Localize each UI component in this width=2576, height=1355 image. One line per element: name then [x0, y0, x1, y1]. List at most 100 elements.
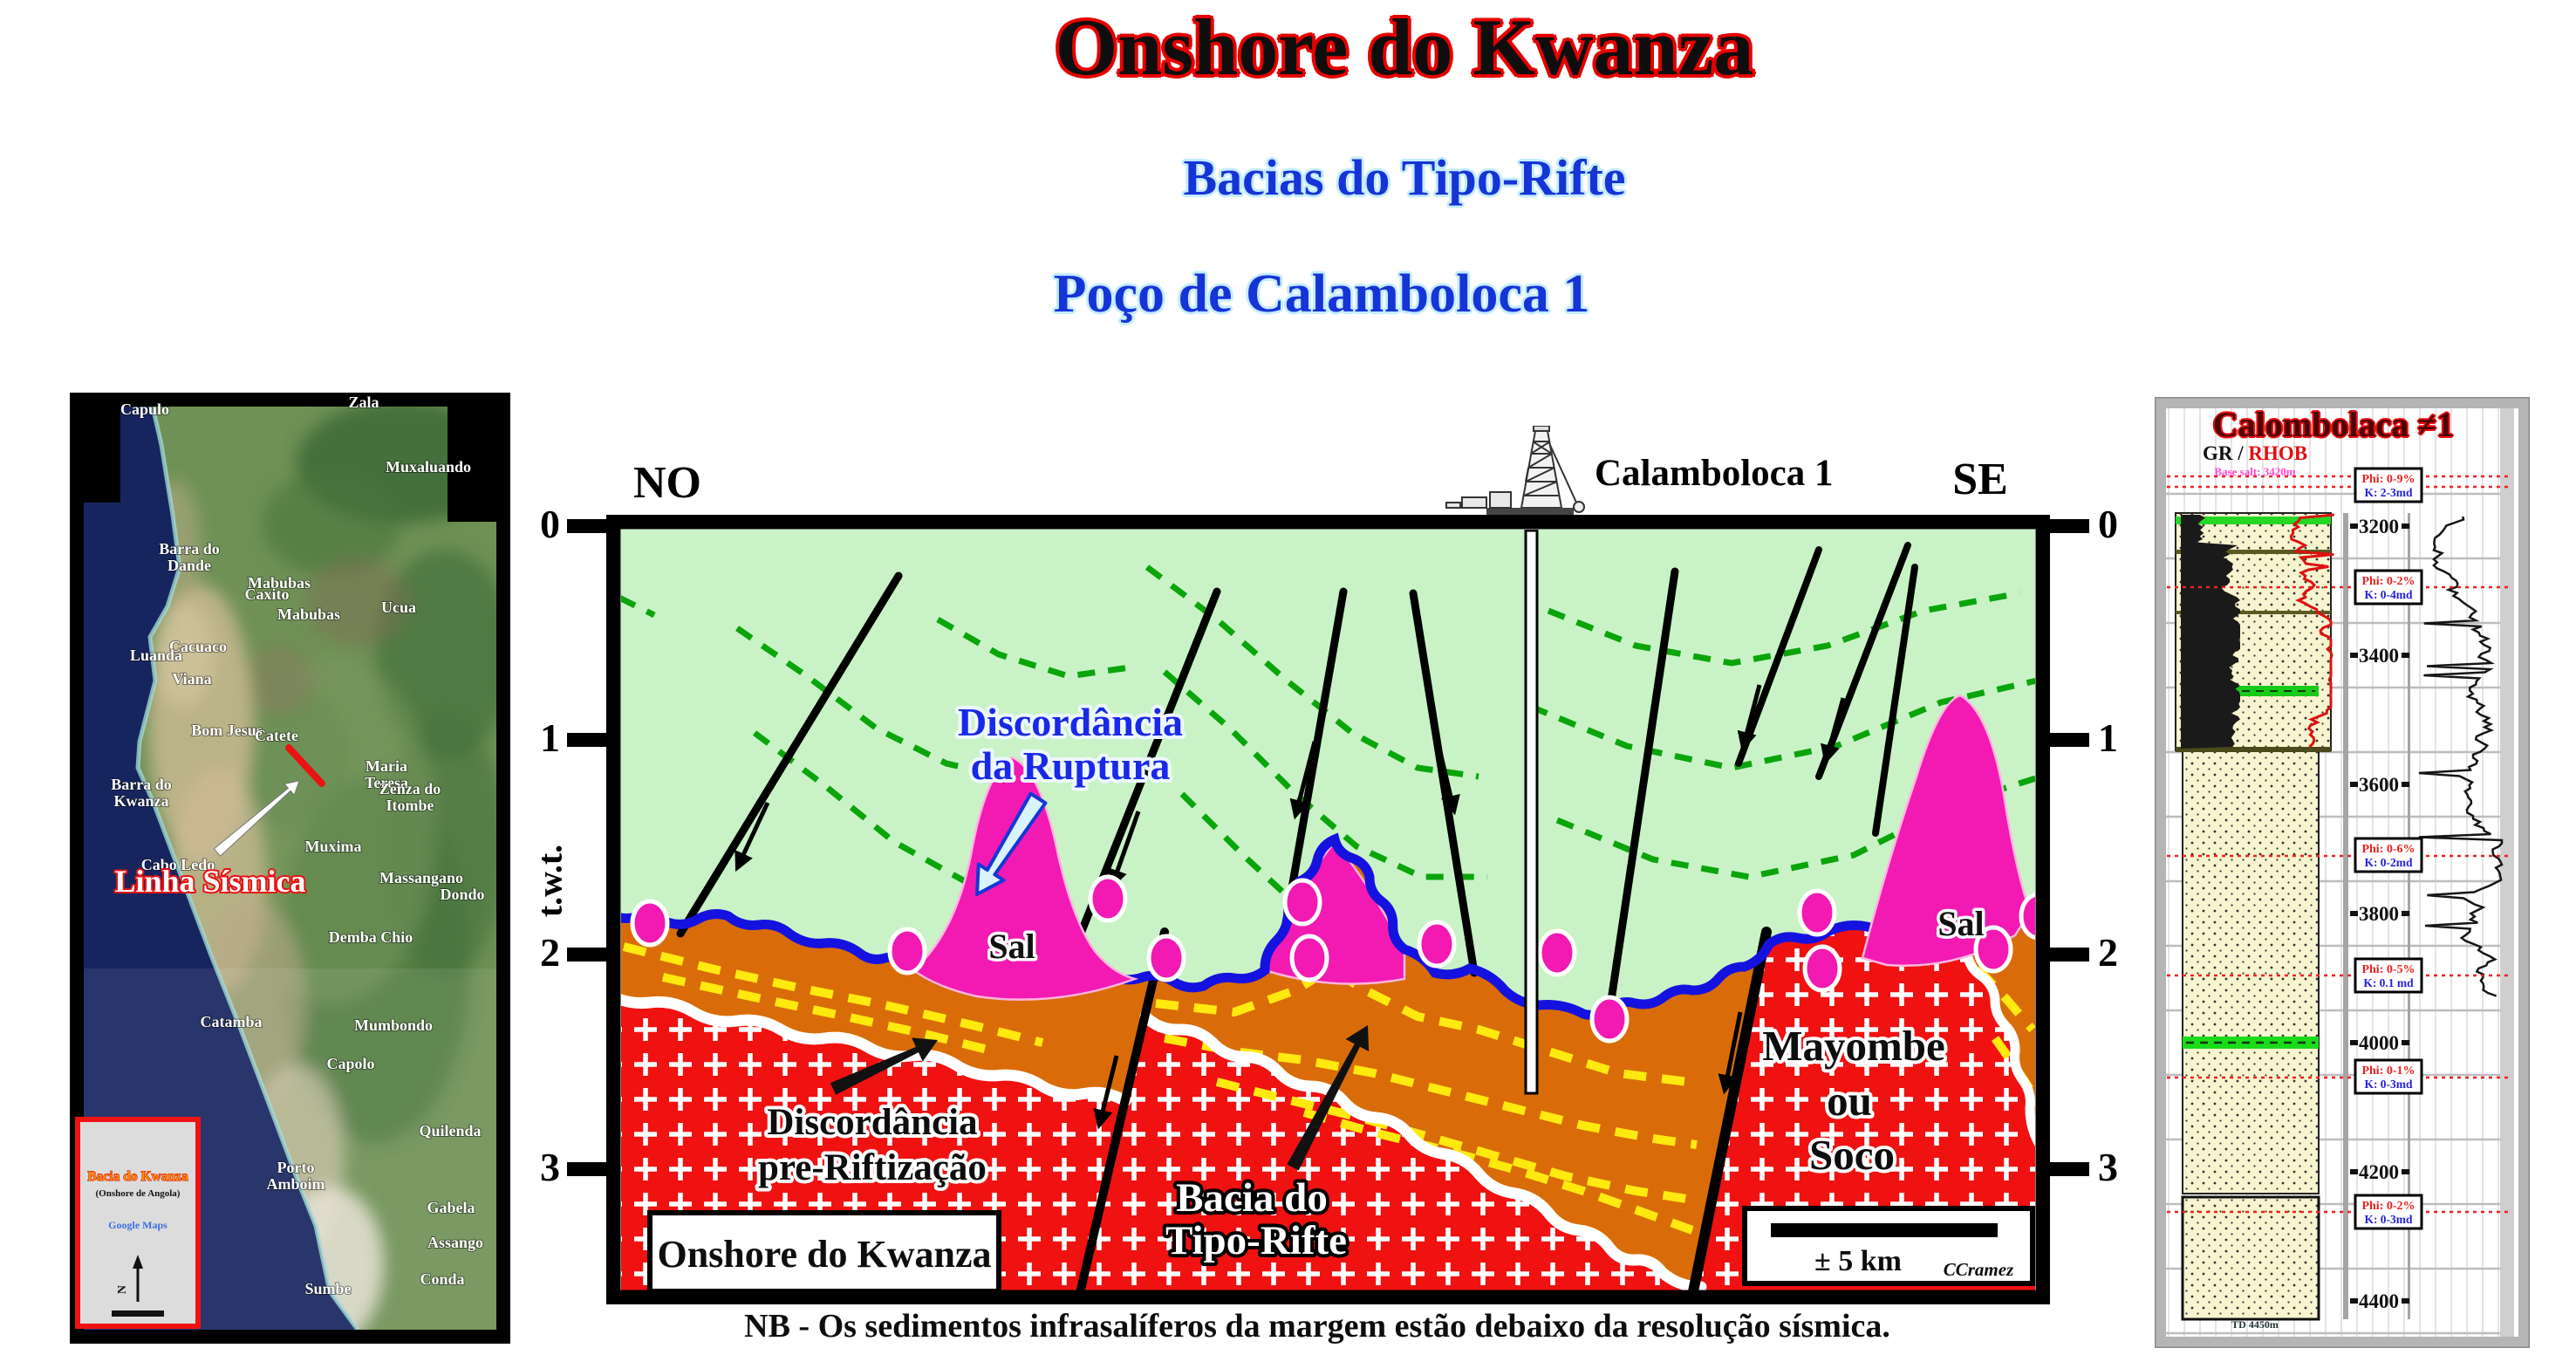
- dark-band: [2176, 747, 2331, 752]
- green-band: [2176, 517, 2331, 524]
- postsalt-reflector: [1547, 590, 2020, 667]
- phi-value: Phi: 0-1%: [2361, 1064, 2415, 1078]
- depth-label: 3200: [2359, 516, 2399, 537]
- fault-slip-arrow: [1289, 741, 1317, 820]
- fault: [1409, 589, 1479, 977]
- phi-value: Phi: 0-9%: [2361, 473, 2415, 486]
- map-place-label: Zala: [348, 393, 379, 411]
- porosity-annotation-box: [2354, 569, 2423, 606]
- porosity-annotation-box: [2354, 957, 2423, 994]
- page-subtitle-2: Poço de Calamboloca 1: [1053, 264, 1590, 324]
- coastline: [135, 407, 360, 1330]
- rig-structure: [1445, 426, 1585, 515]
- fault-slip-arrow: [1093, 1055, 1119, 1130]
- map-place-label: Barra do: [111, 776, 172, 793]
- rhob-curve-label: RHOB: [2248, 442, 2308, 464]
- gr-curve: [2181, 515, 2240, 749]
- rhob-curve: [2289, 513, 2334, 749]
- onshore-box-label: Onshore do Kwanza: [657, 1233, 991, 1276]
- salt-dot: [1289, 934, 1329, 982]
- map-place-label: Luanda: [130, 647, 182, 664]
- depth-tick: [2402, 1169, 2409, 1174]
- gr-curve-label: GR: [2202, 442, 2233, 464]
- map-place-label: Amboim: [267, 1175, 325, 1193]
- map-place-label: Conda: [420, 1270, 464, 1288]
- map-place-label: Dande: [167, 557, 211, 574]
- fault: [1056, 587, 1221, 990]
- time-tick-right: [2044, 733, 2089, 747]
- time-tick-label: 1: [2098, 715, 2118, 760]
- map-place-label: Bom Jesus: [191, 722, 263, 739]
- salt-dot: [1973, 925, 2013, 974]
- map-place-label: Ucua: [381, 599, 416, 616]
- depth-tick: [2350, 1169, 2358, 1174]
- time-tick-label: 3: [2098, 1145, 2118, 1189]
- k-value: K: 0-3md: [2364, 1078, 2413, 1091]
- onshore-box: [647, 1210, 1001, 1290]
- depth-tick: [2350, 1298, 2358, 1304]
- depth-tick: [2402, 524, 2409, 529]
- k-value: K: 0-4md: [2364, 588, 2413, 601]
- map-place-label: Mumbondo: [354, 1016, 433, 1034]
- salt-dot: [1282, 878, 1322, 927]
- page-subtitle-1: Bacias do Tipo-Rifte: [1183, 149, 1626, 206]
- map-place-label: Maria: [366, 757, 407, 775]
- north-label: N: [116, 1285, 129, 1294]
- time-tick-label: 2: [2098, 930, 2118, 975]
- well-name-label: Calamboloca 1: [1595, 453, 1834, 494]
- map-place-label: Cacuaco: [169, 638, 227, 655]
- fault: [1605, 567, 1679, 1016]
- map-place-label: Teresa: [365, 774, 408, 791]
- log-frame: [2155, 397, 2530, 1348]
- salt-diapir-left: [911, 756, 1139, 1001]
- map-place-label: Viana: [172, 670, 211, 688]
- depth-label: 4000: [2359, 1032, 2399, 1054]
- sal-label-left: Sal: [988, 927, 1035, 966]
- salt-dot: [887, 927, 927, 975]
- page-title: Onshore do Kwanza: [1055, 3, 1754, 92]
- fault-slip-arrow: [735, 801, 770, 873]
- depth-label: 4200: [2359, 1161, 2399, 1183]
- depth-track-bar: [2343, 513, 2348, 1319]
- k-value: K: 2-3md: [2364, 486, 2413, 499]
- mayombe-label: Soco: [1809, 1131, 1895, 1179]
- time-tick-left: [567, 519, 612, 533]
- k-value: K: 0.1 md: [2363, 976, 2414, 989]
- scale-label: ± 5 km: [1814, 1245, 1902, 1277]
- fault: [676, 571, 903, 938]
- map-place-label: Massangano: [379, 869, 463, 886]
- porosity-annotation-box: [2354, 467, 2423, 503]
- map-place-label: Porto: [277, 1159, 315, 1176]
- porosity-annotation-box: [2354, 837, 2423, 873]
- time-tick-label: 1: [540, 715, 560, 760]
- map-place-label: Catamba: [201, 1013, 263, 1030]
- map-inset-title: Bacia do Kwanza: [87, 1169, 188, 1184]
- well-log-title: Calombolaca ≠1: [2212, 405, 2455, 444]
- time-tick-right: [2044, 519, 2089, 533]
- map-place-label: Sumbe: [304, 1280, 351, 1297]
- phi-value: Phi: 0-2%: [2361, 1200, 2415, 1213]
- synrift-reflector: [661, 973, 996, 1056]
- depth-tick: [2350, 911, 2358, 916]
- bacia-label: Bacia do: [1176, 1175, 1328, 1221]
- scale-bar: [1771, 1223, 1998, 1237]
- depth-label: 4400: [2359, 1290, 2399, 1312]
- map-place-label: Itombe: [386, 797, 434, 814]
- breakup-unconformity-line: [621, 832, 2035, 1020]
- prerift-label: Discordância: [767, 1102, 977, 1143]
- phi-value: Phi: 0-5%: [2361, 963, 2415, 976]
- map-place-label: Zenza do: [379, 780, 441, 797]
- ocean: [84, 407, 358, 1330]
- sonic-curve: [2418, 516, 2504, 997]
- salt-dot: [2019, 892, 2035, 941]
- time-tick-left: [567, 1162, 612, 1176]
- phi-value: Phi: 0-2%: [2361, 575, 2415, 588]
- prerift-arrow: [830, 1037, 938, 1095]
- map-place-label: Barra do: [159, 540, 220, 558]
- figure-note: NB - Os sedimentos infrasalíferos da mar…: [744, 1308, 1890, 1345]
- section-frame: [606, 515, 2050, 1304]
